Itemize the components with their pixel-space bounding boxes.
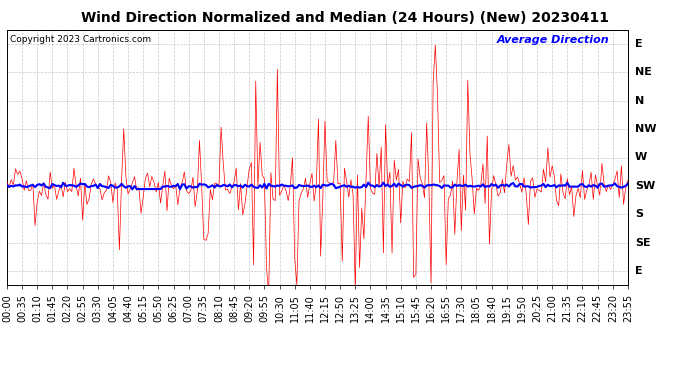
Text: NW: NW (635, 124, 656, 134)
Text: Average Direction: Average Direction (497, 35, 609, 45)
Text: SE: SE (635, 238, 651, 248)
Text: S: S (635, 209, 643, 219)
Text: Copyright 2023 Cartronics.com: Copyright 2023 Cartronics.com (10, 35, 151, 44)
Text: SW: SW (635, 181, 655, 191)
Text: E: E (635, 39, 642, 49)
Text: N: N (635, 96, 644, 106)
Text: Wind Direction Normalized and Median (24 Hours) (New) 20230411: Wind Direction Normalized and Median (24… (81, 11, 609, 25)
Text: NE: NE (635, 67, 652, 77)
Text: E: E (635, 266, 642, 276)
Text: W: W (635, 153, 647, 162)
